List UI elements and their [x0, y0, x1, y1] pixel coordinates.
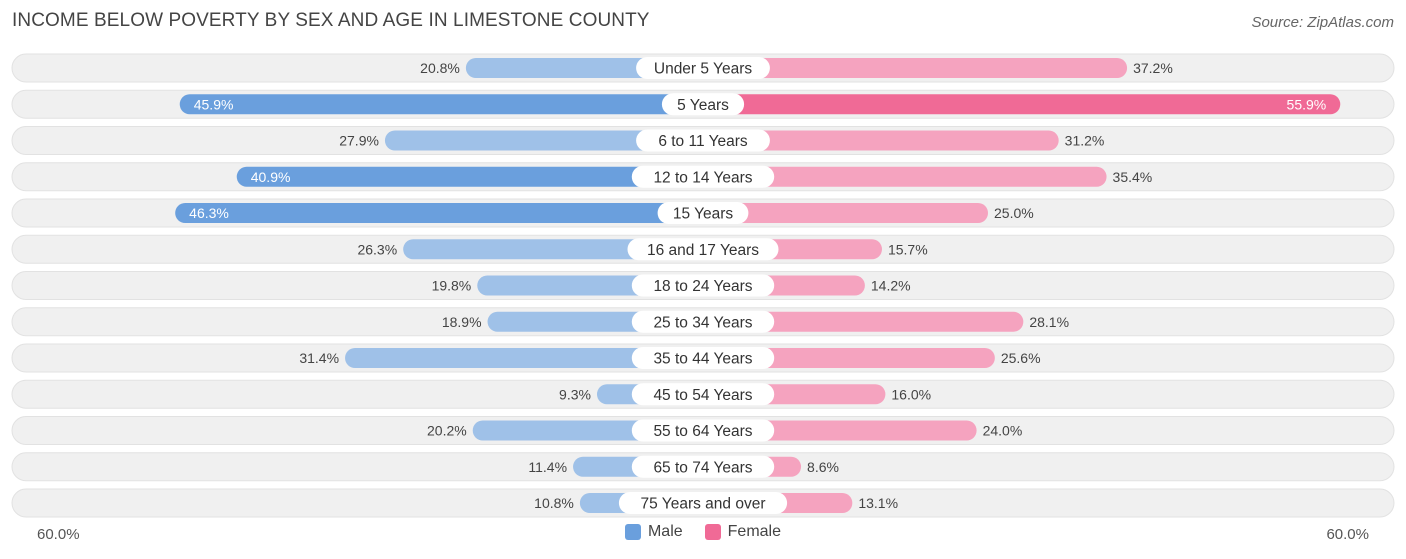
male-value-label: 9.3%: [559, 386, 591, 402]
female-value-label: 14.2%: [871, 278, 911, 294]
category-pill: [631, 165, 775, 188]
category-pill: [631, 455, 775, 478]
male-value-label: 31.4%: [299, 350, 339, 366]
category-label: 65 to 74 Years: [653, 459, 752, 476]
female-value-label: 25.0%: [994, 205, 1034, 221]
female-value-label: 16.0%: [891, 386, 931, 402]
female-value-label: 55.9%: [1287, 96, 1327, 112]
male-bar: [179, 94, 704, 115]
male-value-label: 19.8%: [432, 278, 472, 294]
legend-label-female: Female: [727, 523, 782, 540]
category-pill: [631, 310, 775, 333]
male-value-label: 20.2%: [427, 423, 467, 439]
male-value-label: 27.9%: [339, 133, 379, 149]
male-value-label: 20.8%: [420, 60, 460, 76]
male-value-label: 45.9%: [194, 96, 234, 112]
male-bar: [403, 239, 703, 260]
female-bar: [703, 94, 1341, 115]
category-label: 5 Years: [677, 97, 729, 114]
category-label: 15 Years: [673, 206, 734, 223]
male-value-label: 10.8%: [534, 495, 574, 511]
legend-item-female: Female: [704, 523, 782, 541]
female-value-label: 8.6%: [807, 459, 839, 475]
female-bar: [703, 130, 1059, 151]
female-bar: [703, 166, 1107, 187]
female-value-label: 28.1%: [1029, 314, 1069, 330]
category-pill: [631, 274, 775, 297]
category-pill: [631, 347, 775, 369]
male-bar: [175, 203, 703, 223]
category-label: 25 to 34 Years: [653, 314, 752, 331]
chart-plot: 20.8% 37.2% Under 5 Years 45.9% 55.9% 5 Years…: [11, 53, 1395, 518]
category-pill: [627, 238, 779, 261]
legend: Male Female: [0, 523, 1406, 541]
female-value-label: 13.1%: [858, 495, 898, 511]
chart-title: INCOME BELOW POVERTY BY SEX AND AGE IN L…: [12, 10, 650, 31]
male-bar: [236, 166, 704, 187]
female-value-label: 35.4%: [1113, 169, 1153, 185]
category-label: 55 to 64 Years: [653, 423, 752, 440]
male-value-label: 26.3%: [357, 241, 397, 257]
category-label: 45 to 54 Years: [653, 387, 752, 404]
category-label: 16 and 17 Years: [647, 242, 759, 259]
category-pill: [661, 93, 745, 116]
female-bar: [703, 311, 1024, 332]
category-label: 18 to 24 Years: [653, 278, 752, 295]
female-value-label: 24.0%: [983, 423, 1023, 439]
male-value-label: 18.9%: [442, 314, 482, 330]
legend-swatch-female: [704, 524, 721, 540]
category-label: 6 to 11 Years: [658, 133, 748, 150]
category-label: 35 to 44 Years: [653, 351, 752, 368]
female-value-label: 37.2%: [1133, 60, 1173, 76]
category-pill: [618, 492, 788, 514]
axis-max-label: 60.0%: [1326, 526, 1369, 543]
category-label: 75 Years and over: [641, 496, 766, 513]
category-pill: [636, 57, 770, 79]
male-value-label: 46.3%: [189, 205, 229, 221]
female-value-label: 31.2%: [1065, 133, 1105, 149]
category-label: 12 to 14 Years: [653, 169, 752, 186]
female-bar: [703, 203, 988, 223]
female-bar: [703, 348, 995, 368]
male-bar: [384, 130, 703, 151]
category-pill: [631, 383, 775, 406]
female-bar: [703, 58, 1128, 78]
female-value-label: 15.7%: [888, 241, 928, 257]
female-value-label: 25.6%: [1001, 350, 1041, 366]
male-value-label: 40.9%: [251, 169, 291, 185]
axis-min-label: 60.0%: [37, 526, 80, 543]
legend-label-male: Male: [647, 523, 683, 540]
category-pill: [657, 202, 749, 224]
category-pill: [636, 129, 770, 152]
category-pill: [631, 419, 775, 442]
legend-swatch-male: [624, 524, 641, 540]
category-label: Under 5 Years: [654, 61, 752, 78]
male-bar: [345, 348, 703, 368]
source-label: Source: ZipAtlas.com: [1251, 14, 1394, 31]
legend-item-male: Male: [624, 523, 683, 541]
male-value-label: 11.4%: [528, 459, 567, 475]
